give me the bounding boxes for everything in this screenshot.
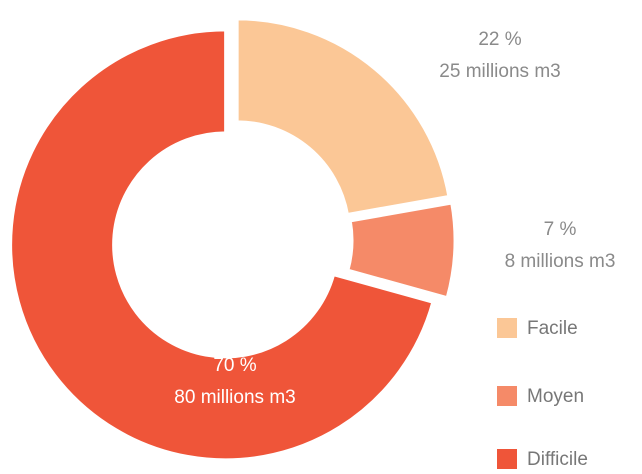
legend-label: Difficile <box>527 449 588 470</box>
legend-label: Facile <box>527 318 578 339</box>
value-label: 22 % <box>478 29 521 50</box>
legend-swatch <box>497 386 517 406</box>
value-label: 7 % <box>544 219 577 240</box>
donut-slice <box>346 201 457 300</box>
legend-swatch <box>497 318 517 338</box>
volume-label: 25 millions m3 <box>439 61 560 82</box>
donut-slice <box>235 17 451 217</box>
volume-label: 8 millions m3 <box>505 251 616 272</box>
legend-label: Moyen <box>527 386 584 407</box>
donut-slice <box>9 28 435 462</box>
value-label: 70 % <box>213 355 256 376</box>
volume-label: 80 millions m3 <box>174 387 295 408</box>
legend-swatch <box>497 449 517 469</box>
